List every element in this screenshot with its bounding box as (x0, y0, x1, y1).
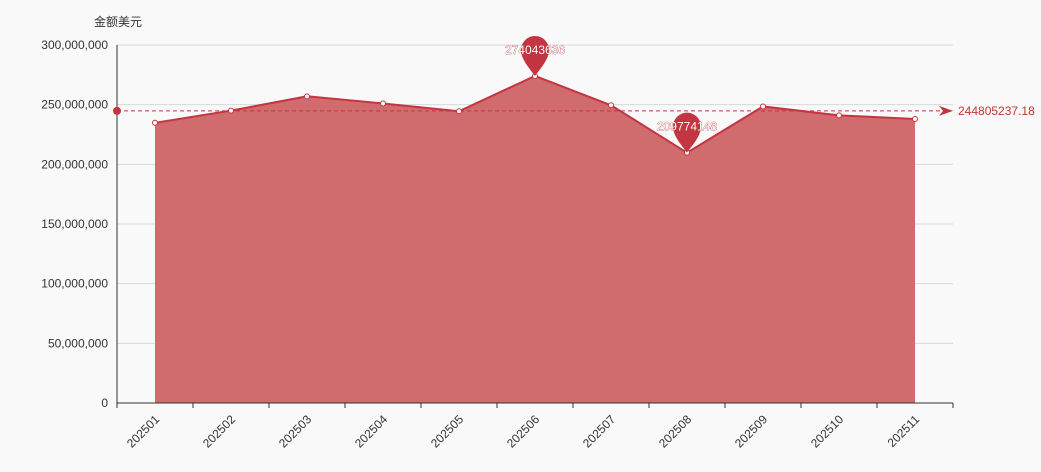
mark-pin-label: 209774148 (657, 120, 717, 134)
area-fill (155, 75, 915, 403)
y-tick-label: 0 (101, 396, 108, 410)
mark-pin (521, 35, 549, 76)
x-tick-label: 202503 (276, 412, 314, 450)
y-axis-title: 金额美元 (94, 14, 142, 29)
x-tick-label: 202511 (885, 412, 923, 450)
y-tick-label: 100,000,000 (41, 277, 108, 291)
average-mark-line: 244805237.18 (113, 104, 1035, 118)
data-point (380, 100, 386, 107)
x-tick-label: 202509 (732, 412, 770, 450)
data-point (912, 115, 918, 122)
data-point (608, 102, 614, 109)
average-line-label: 244805237.18 (958, 104, 1035, 118)
y-tick-label: 300,000,000 (41, 38, 108, 52)
data-point (836, 112, 842, 119)
x-tick-label: 202508 (656, 412, 694, 450)
data-point (456, 108, 462, 115)
average-line-arrow (939, 105, 953, 116)
y-tick-label: 250,000,000 (41, 98, 108, 112)
x-tick-label: 202505 (428, 412, 466, 450)
y-tick-label: 50,000,000 (48, 336, 108, 350)
data-point (760, 103, 766, 110)
x-tick-label: 202502 (200, 412, 238, 450)
area-series (154, 74, 916, 403)
data-point (304, 93, 310, 100)
y-tick-label: 200,000,000 (41, 157, 108, 171)
x-tick-label: 202504 (352, 412, 390, 450)
mark-pin (673, 112, 701, 153)
x-tick-label: 202506 (504, 412, 542, 450)
mark-pins: 274043636 209774148 (505, 35, 718, 153)
x-tick-label: 202510 (808, 412, 846, 450)
data-point (152, 119, 158, 126)
x-tick-label: 202507 (580, 412, 618, 450)
y-tick-label: 150,000,000 (41, 217, 108, 231)
x-tick-label: 202501 (124, 412, 162, 450)
data-point (228, 107, 234, 114)
average-line-start-dot (113, 106, 121, 115)
mark-pin-label: 274043636 (505, 43, 565, 57)
